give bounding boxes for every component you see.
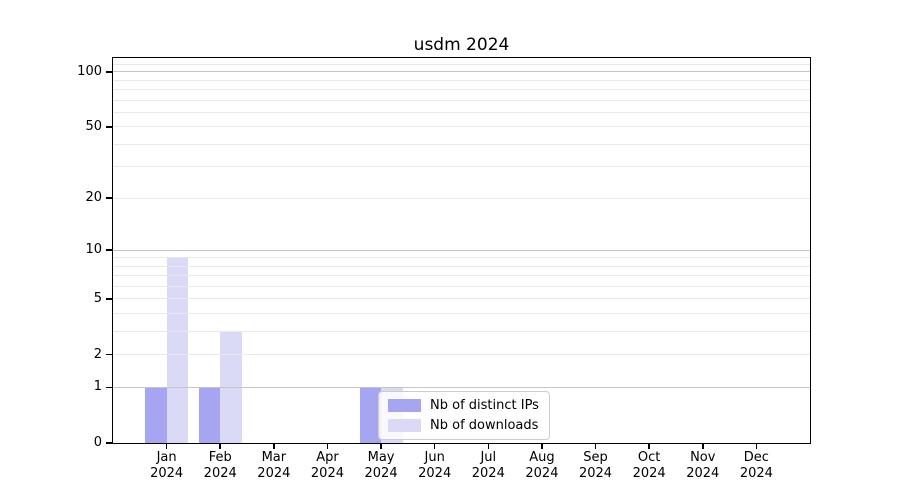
x-tick-label-month: Nov: [690, 450, 716, 465]
x-tick-label: Oct 2024: [609, 450, 689, 482]
x-tick-label-month: Sep: [583, 450, 608, 465]
bars-layer: [113, 58, 810, 443]
legend-item-distinct-ips: Nb of distinct IPs: [388, 398, 539, 413]
x-tick-label-year: 2024: [364, 466, 398, 481]
x-tick-label: Aug 2024: [502, 450, 582, 482]
x-tick-label: Sep 2024: [556, 450, 636, 482]
x-tick-label: Jun 2024: [395, 450, 475, 482]
x-tick: [273, 443, 275, 449]
x-tick: [541, 443, 543, 449]
bar-distinct-ips-feb: [198, 387, 221, 443]
x-tick-label-month: Aug: [529, 450, 555, 465]
y-tick: [106, 298, 112, 300]
x-tick: [219, 443, 221, 449]
y-tick: [106, 442, 112, 444]
x-tick-label-year: 2024: [150, 466, 184, 481]
x-tick: [755, 443, 758, 449]
x-tick-label: Nov 2024: [663, 450, 743, 482]
x-tick-label: Jan 2024: [127, 450, 207, 482]
x-tick-label-year: 2024: [632, 466, 666, 481]
x-tick-label: Dec 2024: [716, 450, 796, 482]
x-tick-label: Feb 2024: [180, 450, 260, 482]
x-tick-label-month: Dec: [743, 450, 769, 465]
x-tick-label-month: Jul: [480, 450, 497, 465]
x-tick-label-month: Apr: [316, 450, 339, 465]
y-tick-label: 5: [93, 290, 102, 306]
y-tick: [106, 197, 112, 199]
bar-downloads-feb: [220, 331, 242, 443]
y-tick: [106, 71, 112, 73]
x-tick-label-year: 2024: [257, 466, 291, 481]
y-tick: [106, 353, 112, 356]
x-tick-label: Apr 2024: [287, 450, 367, 482]
x-tick-label: Mar 2024: [234, 450, 314, 482]
legend-swatch-distinct-ips: [388, 399, 421, 412]
x-tick-label-year: 2024: [686, 466, 720, 481]
x-tick: [326, 443, 329, 449]
x-tick-label-year: 2024: [471, 466, 505, 481]
x-tick-label-month: Feb: [208, 450, 232, 465]
legend: Nb of distinct IPs Nb of downloads: [378, 391, 550, 440]
y-tick-label: 0: [93, 435, 102, 450]
x-tick-label-year: 2024: [310, 466, 344, 481]
x-tick-label: Jul 2024: [448, 450, 528, 482]
x-tick-label-month: Mar: [261, 450, 287, 465]
plot-area: [112, 57, 811, 444]
x-tick: [433, 443, 436, 449]
x-tick: [487, 443, 490, 449]
y-tick-label: 20: [85, 190, 102, 206]
y-tick-label: 100: [77, 63, 102, 79]
x-tick-label-year: 2024: [418, 466, 452, 481]
y-tick-label: 2: [93, 346, 102, 362]
x-tick-label-year: 2024: [578, 466, 613, 481]
legend-label-downloads: Nb of downloads: [430, 418, 539, 433]
x-tick: [165, 443, 168, 449]
x-tick: [380, 443, 382, 449]
bar-distinct-ips-may: [359, 387, 382, 443]
y-tick-label: 1: [93, 379, 102, 395]
y-tick: [106, 386, 112, 388]
legend-item-downloads: Nb of downloads: [388, 418, 539, 433]
chart-title: usdm 2024: [413, 35, 510, 55]
y-tick: [106, 249, 112, 251]
x-tick-label-month: Jan: [156, 450, 177, 465]
x-tick: [594, 443, 597, 449]
x-tick: [702, 443, 704, 449]
x-tick-label-month: May: [367, 450, 395, 465]
bar-downloads-jan: [166, 257, 189, 443]
y-tick-label: 50: [85, 118, 102, 134]
x-tick-label-year: 2024: [739, 466, 773, 481]
legend-swatch-downloads: [388, 419, 421, 432]
x-tick-label-month: Oct: [637, 450, 661, 465]
x-tick-label-year: 2024: [203, 466, 237, 481]
bar-distinct-ips-jan: [145, 387, 167, 443]
y-tick-label: 10: [85, 242, 102, 258]
x-tick: [648, 443, 650, 449]
y-tick: [106, 126, 112, 128]
legend-label-distinct-ips: Nb of distinct IPs: [430, 398, 539, 413]
x-tick-label-year: 2024: [525, 466, 559, 481]
x-tick-label: May 2024: [341, 450, 421, 482]
x-tick-label-month: Jun: [424, 450, 445, 465]
